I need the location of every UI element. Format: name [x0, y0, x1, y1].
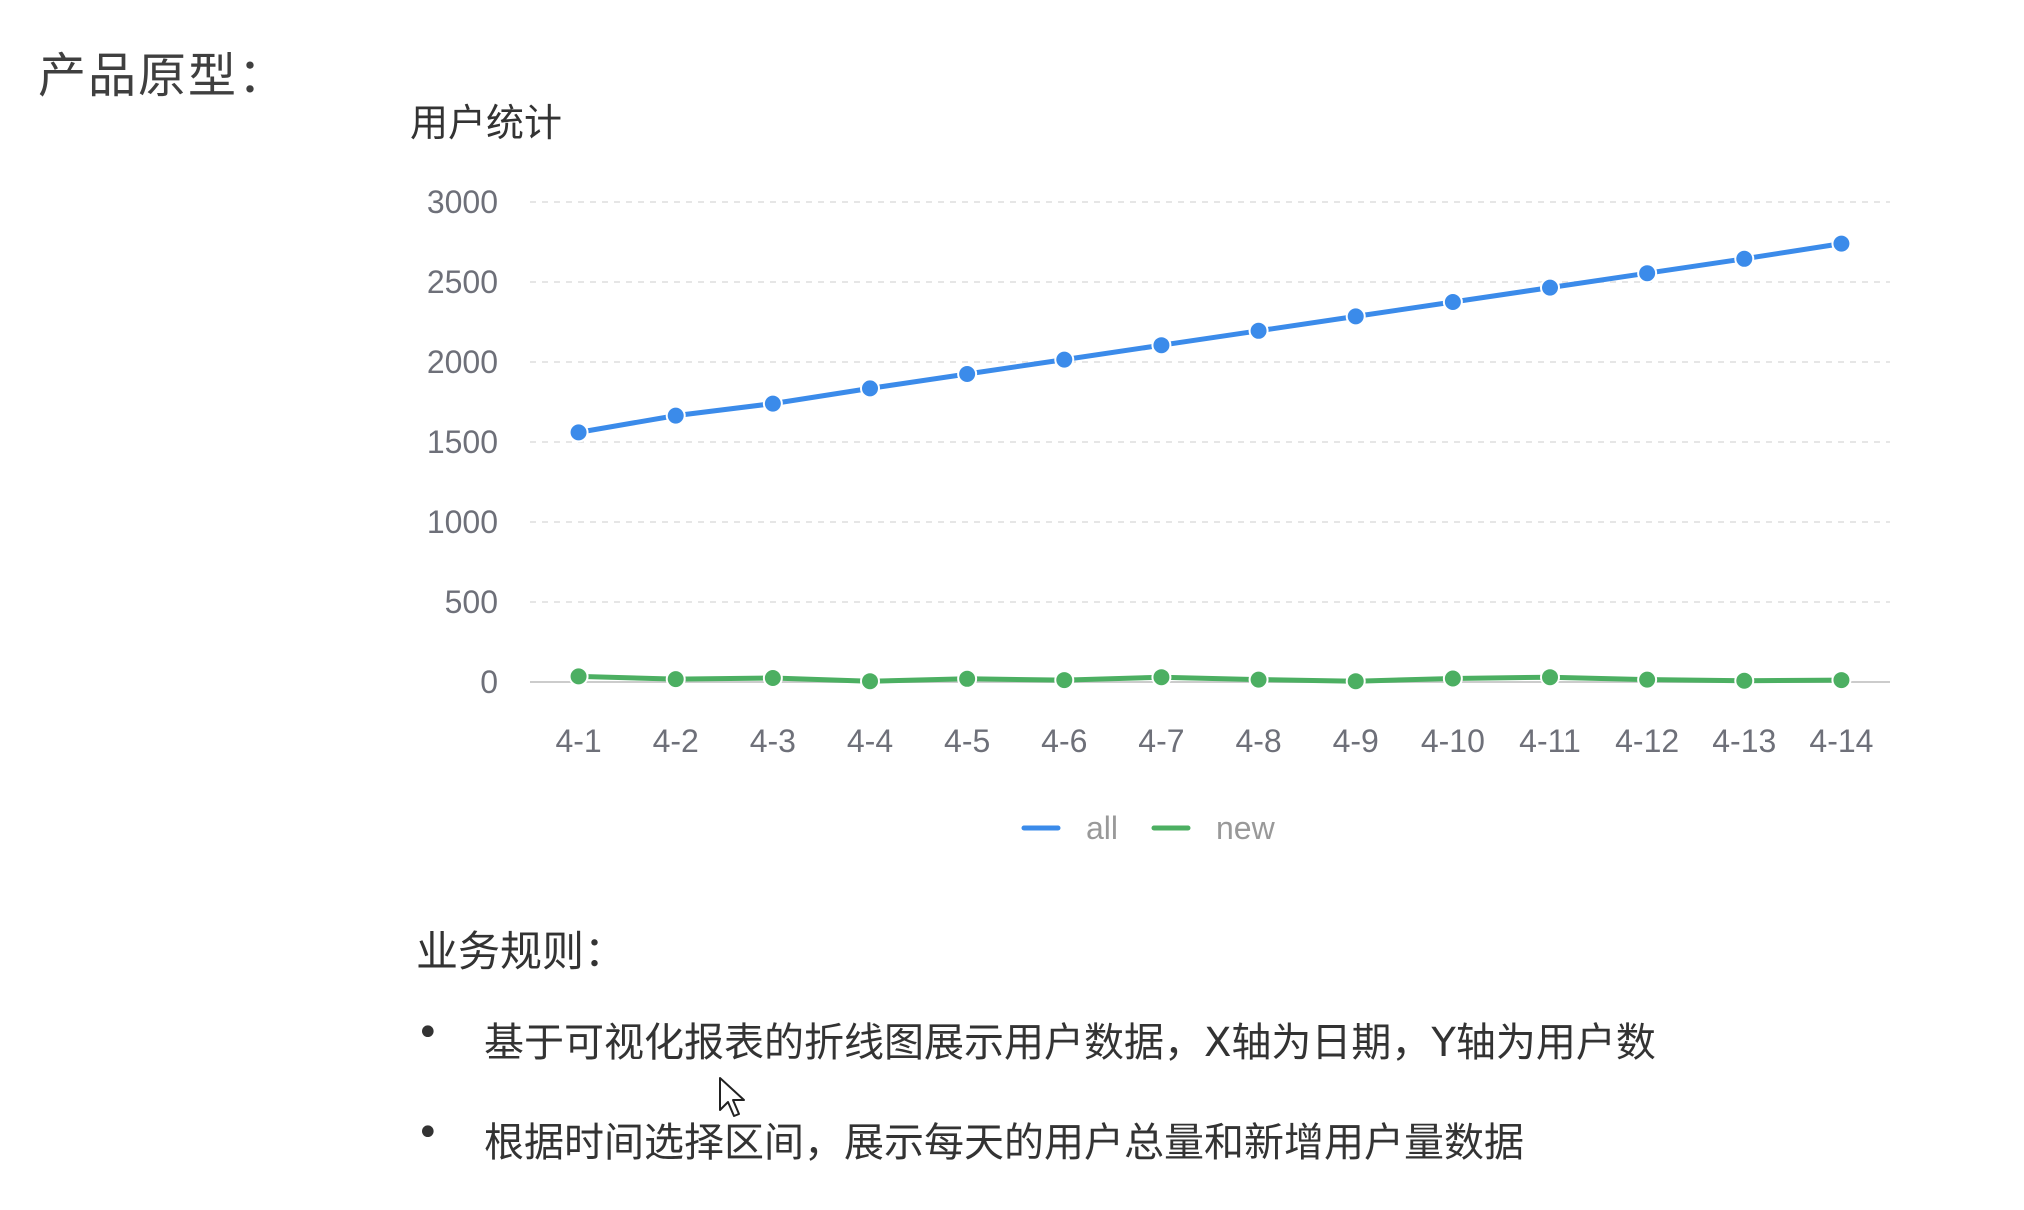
- data-point-all: [957, 364, 978, 384]
- data-point-all: [1540, 277, 1560, 298]
- x-tick-label: 4-3: [750, 723, 796, 759]
- rule-text: 根据时间选择区间，展示每天的用户总量和新增用户量数据: [484, 1120, 1524, 1166]
- data-point-new: [1442, 668, 1463, 689]
- data-point-all: [1054, 349, 1075, 370]
- data-point-new: [1637, 669, 1658, 690]
- data-point-all: [568, 422, 589, 443]
- y-tick-label: 0: [480, 664, 498, 700]
- data-point-new: [1345, 671, 1366, 692]
- data-point-all: [1831, 233, 1852, 254]
- data-point-all: [1248, 320, 1269, 341]
- data-point-new: [665, 669, 686, 690]
- x-tick-label: 4-8: [1235, 723, 1281, 759]
- y-tick-label: 2500: [427, 264, 498, 300]
- x-tick-label: 4-2: [653, 723, 699, 759]
- x-tick-label: 4-7: [1138, 723, 1184, 759]
- x-tick-label: 4-6: [1041, 723, 1087, 759]
- x-tick-label: 4-14: [1809, 723, 1873, 759]
- x-tick-label: 4-11: [1519, 723, 1581, 759]
- data-point-new: [1734, 670, 1755, 691]
- rule-text: 基于可视化报表的折线图展示用户数据，X轴为日期，Y轴为用户数: [484, 1020, 1656, 1066]
- x-tick-label: 4-5: [944, 723, 990, 759]
- bullet: •: [416, 1110, 440, 1156]
- series-line-new: [578, 673, 1842, 684]
- rules-heading: 业务规则：: [416, 927, 627, 976]
- chart-title: 用户统计: [410, 101, 563, 145]
- data-point-new: [957, 668, 978, 689]
- data-point-new: [762, 668, 783, 688]
- data-point-new: [1151, 667, 1172, 688]
- data-point-all: [1151, 335, 1172, 356]
- mouse-cursor-icon: [719, 1077, 745, 1117]
- data-point-new: [860, 671, 880, 692]
- y-tick-label: 3000: [427, 184, 498, 220]
- data-point-all: [1734, 248, 1755, 269]
- series-line-all: [578, 241, 1842, 435]
- y-tick-label: 1500: [427, 424, 498, 460]
- data-point-all: [762, 393, 783, 414]
- bullet: •: [416, 1010, 440, 1056]
- line-chart: 0 500 1000 1500 2000 2500 3000 4-1 4-2 4-3 4-4 4-5 4…: [427, 184, 1890, 846]
- data-point-all: [1345, 306, 1366, 327]
- y-tick-label: 1000: [427, 504, 498, 540]
- x-tick-label: 4-4: [847, 723, 893, 759]
- data-point-new: [1831, 670, 1852, 691]
- y-tick-label: 2000: [427, 344, 498, 380]
- legend-label-all: all: [1086, 810, 1118, 846]
- data-point-new: [1540, 667, 1560, 688]
- y-tick-label: 500: [445, 584, 498, 620]
- x-tick-label: 4-13: [1712, 723, 1776, 759]
- x-tick-label: 4-9: [1333, 723, 1379, 759]
- page-heading: 产品原型：: [38, 48, 289, 104]
- data-point-new: [568, 666, 589, 687]
- x-tick-label: 4-12: [1615, 723, 1679, 759]
- data-point-new: [1054, 670, 1075, 691]
- data-point-new: [1248, 669, 1269, 690]
- legend-label-new: new: [1216, 810, 1276, 846]
- data-point-all: [1442, 292, 1463, 312]
- data-point-all: [860, 378, 880, 399]
- x-tick-label: 4-1: [555, 723, 601, 759]
- data-point-all: [665, 405, 686, 426]
- x-tick-label: 4-10: [1421, 723, 1485, 759]
- data-point-all: [1637, 263, 1658, 284]
